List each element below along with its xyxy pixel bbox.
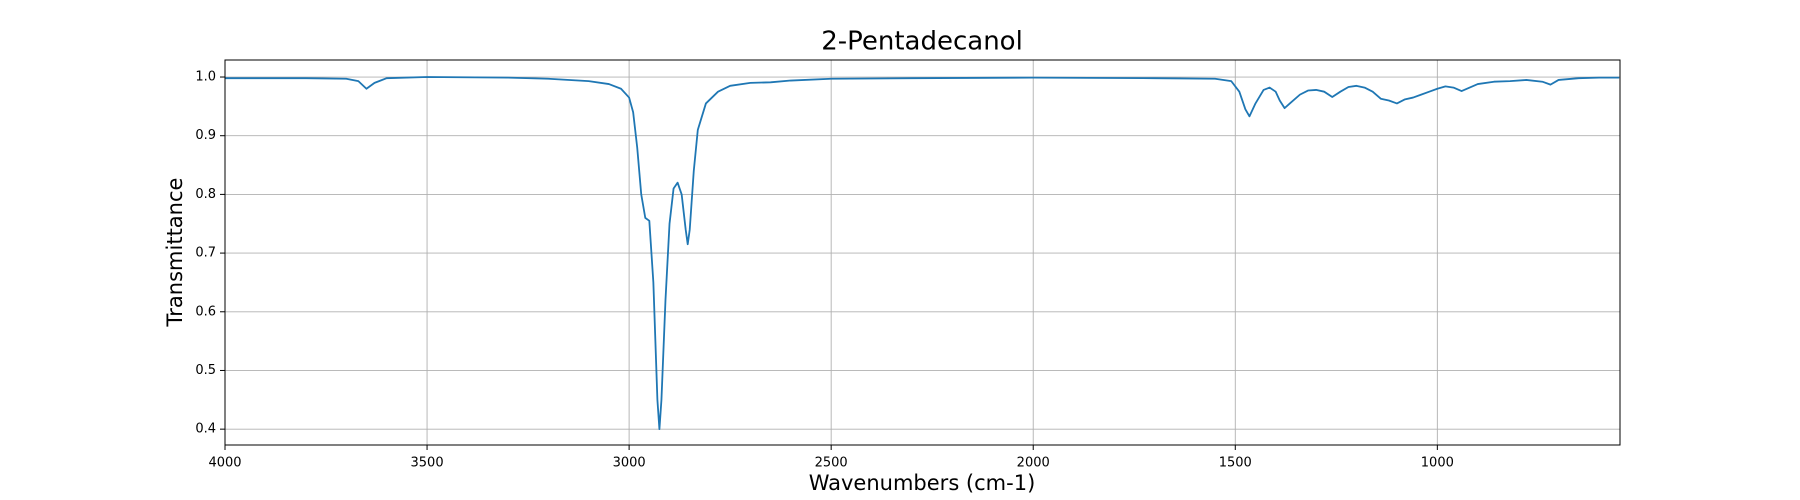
- chart-title: 2-Pentadecanol: [821, 27, 1023, 57]
- y-tick-label: 1.0: [195, 70, 216, 85]
- x-tick-label: 3500: [411, 456, 444, 471]
- x-tick-label: 2000: [1017, 456, 1050, 471]
- y-tick-label: 0.9: [195, 128, 216, 143]
- y-tick-label: 0.6: [195, 304, 216, 319]
- x-tick-label: 3000: [613, 456, 646, 471]
- x-tick-label: 1000: [1421, 456, 1454, 471]
- y-tick-label: 0.8: [195, 187, 216, 202]
- y-tick-label: 0.5: [195, 363, 216, 378]
- x-axis-label: Wavenumbers (cm-1): [809, 471, 1036, 495]
- x-tick-label: 1500: [1219, 456, 1252, 471]
- plot-frame: [224, 59, 1621, 446]
- y-axis-label: Transmittance: [163, 178, 187, 328]
- x-tick-label: 4000: [208, 456, 241, 471]
- x-tick-label: 2500: [815, 456, 848, 471]
- spectrum-line: [225, 76, 1620, 431]
- y-tick-label: 0.4: [195, 422, 216, 437]
- y-tick-label: 0.7: [195, 246, 216, 261]
